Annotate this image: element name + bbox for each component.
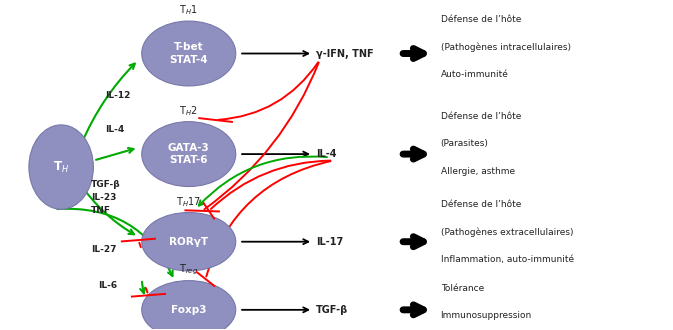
Ellipse shape <box>142 213 236 271</box>
Text: Défense de l’hôte: Défense de l’hôte <box>441 200 521 209</box>
Text: TGF-β: TGF-β <box>92 181 121 189</box>
Text: IL-4: IL-4 <box>316 149 337 159</box>
Text: (Parasites): (Parasites) <box>441 140 489 148</box>
Text: Défense de l’hôte: Défense de l’hôte <box>441 112 521 121</box>
Ellipse shape <box>29 125 94 209</box>
Text: Inflammation, auto-immunité: Inflammation, auto-immunité <box>441 255 573 264</box>
Text: TNF: TNF <box>92 206 111 215</box>
Text: IL-27: IL-27 <box>92 245 117 254</box>
Text: T$_H$1: T$_H$1 <box>180 3 198 17</box>
Text: Auto-immunité: Auto-immunité <box>441 70 509 79</box>
Text: T-bet
STAT-4: T-bet STAT-4 <box>170 42 208 65</box>
Text: Défense de l’hôte: Défense de l’hôte <box>441 15 521 23</box>
Ellipse shape <box>142 280 236 330</box>
Text: IL-4: IL-4 <box>105 125 124 134</box>
Text: IL-12: IL-12 <box>105 91 130 100</box>
Text: TGF-β: TGF-β <box>316 305 349 315</box>
Text: T$_H$: T$_H$ <box>53 159 69 175</box>
Text: Immunosuppression: Immunosuppression <box>441 312 532 320</box>
Text: RORγT: RORγT <box>169 237 209 247</box>
Ellipse shape <box>142 122 236 186</box>
Text: (Pathogènes intracellulaires): (Pathogènes intracellulaires) <box>441 42 571 52</box>
Text: Tolérance: Tolérance <box>441 284 484 293</box>
Text: IL-23: IL-23 <box>92 193 116 202</box>
Text: IL-17: IL-17 <box>316 237 344 247</box>
Ellipse shape <box>142 21 236 86</box>
Text: IL-6: IL-6 <box>98 281 117 290</box>
Text: T$_{reg}$: T$_{reg}$ <box>179 262 199 277</box>
Text: T$_H$17: T$_H$17 <box>176 195 201 209</box>
Text: T$_H$2: T$_H$2 <box>180 104 198 118</box>
Text: Allergie, asthme: Allergie, asthme <box>441 167 515 176</box>
Text: Foxp3: Foxp3 <box>171 305 207 315</box>
Text: GATA-3
STAT-6: GATA-3 STAT-6 <box>168 143 209 165</box>
Text: γ-IFN, TNF: γ-IFN, TNF <box>316 49 374 58</box>
Text: (Pathogènes extracellulaires): (Pathogènes extracellulaires) <box>441 227 573 237</box>
